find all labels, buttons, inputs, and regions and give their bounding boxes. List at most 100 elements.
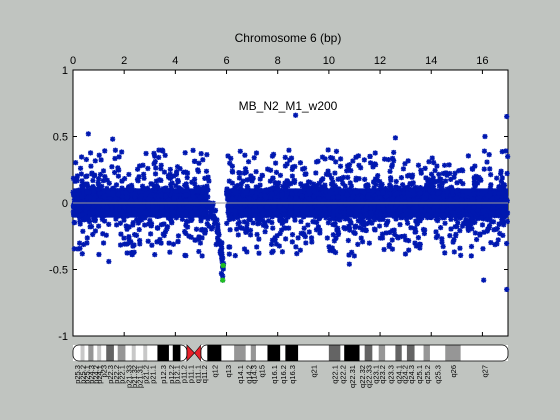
data-point	[176, 209, 182, 215]
data-point	[308, 235, 315, 241]
data-point	[141, 175, 147, 181]
data-point	[70, 204, 77, 210]
data-point	[337, 217, 343, 223]
data-point	[338, 156, 344, 162]
data-point	[244, 225, 250, 231]
data-point	[119, 193, 125, 200]
data-point	[289, 232, 296, 238]
data-point	[434, 163, 440, 169]
data-point	[463, 211, 469, 217]
data-point	[75, 246, 81, 252]
data-point	[434, 208, 440, 214]
data-point	[477, 232, 483, 238]
data-point	[160, 186, 166, 192]
data-point	[383, 193, 390, 199]
ideogram-band-label: q22.32	[358, 365, 367, 388]
data-point	[428, 210, 434, 216]
data-point	[98, 157, 104, 163]
data-point	[237, 148, 243, 154]
data-point	[361, 222, 367, 229]
ideogram-band	[221, 345, 235, 361]
data-point	[189, 179, 195, 185]
data-point	[401, 205, 408, 211]
data-point	[313, 191, 319, 197]
ideogram-band	[298, 345, 329, 361]
data-point	[182, 252, 188, 258]
data-point	[415, 235, 422, 241]
data-point	[434, 204, 440, 211]
data-point	[454, 188, 460, 195]
data-point	[240, 211, 246, 217]
data-point	[366, 240, 372, 246]
data-point	[83, 209, 89, 215]
x-tick-label: 6	[223, 55, 229, 67]
data-point	[299, 193, 305, 199]
ideogram-band	[88, 345, 94, 361]
data-point	[283, 217, 289, 223]
data-point	[190, 189, 196, 195]
data-point	[131, 210, 138, 216]
data-point	[433, 234, 439, 241]
data-point	[92, 158, 98, 164]
data-point	[145, 185, 151, 191]
data-point	[387, 195, 393, 201]
ideogram-band-label: p22.2	[112, 365, 121, 384]
data-point	[380, 216, 386, 222]
data-point	[413, 197, 419, 203]
data-point	[330, 215, 336, 221]
data-point	[436, 183, 442, 189]
data-point	[402, 199, 408, 205]
data-point	[136, 174, 142, 180]
data-point	[169, 210, 175, 216]
data-point	[479, 191, 485, 198]
x-tick-label: 10	[323, 55, 335, 67]
data-point	[240, 188, 246, 194]
data-point	[295, 235, 301, 241]
data-point	[129, 185, 135, 191]
data-point	[118, 199, 124, 205]
data-point	[226, 244, 232, 250]
data-point	[325, 168, 331, 174]
data-point	[76, 212, 82, 218]
data-point	[247, 176, 253, 182]
data-point	[499, 175, 505, 181]
data-point	[355, 201, 361, 207]
data-point	[353, 154, 359, 160]
y-tick-label: 0.5	[53, 132, 68, 144]
ideogram-band-label: p12.1	[173, 365, 182, 384]
data-point	[157, 236, 163, 243]
data-point	[184, 174, 190, 181]
data-point	[457, 178, 464, 185]
data-point	[183, 222, 189, 228]
data-point	[277, 203, 283, 210]
data-point	[279, 249, 286, 255]
data-point	[299, 166, 306, 172]
chart-title: Chromosome 6 (bp)	[235, 31, 342, 45]
data-point	[90, 231, 96, 238]
data-point	[178, 196, 184, 202]
data-point	[372, 150, 378, 156]
data-point	[224, 220, 230, 226]
data-point	[104, 185, 110, 192]
data-point	[204, 183, 210, 189]
data-point	[115, 173, 122, 179]
data-point	[295, 212, 302, 218]
data-point	[134, 166, 141, 172]
data-point	[283, 202, 289, 209]
data-point	[504, 198, 510, 204]
data-point	[363, 227, 369, 234]
data-point	[322, 205, 328, 212]
data-point	[71, 212, 77, 218]
data-point	[80, 212, 86, 218]
data-point	[137, 197, 143, 203]
data-point	[220, 266, 226, 272]
data-point	[341, 225, 347, 231]
data-point	[115, 191, 122, 197]
ideogram-band-labels: p25.3p25.2p25.1p24.3p24.2p24.1p23p22.3p2…	[73, 365, 489, 388]
data-point	[351, 229, 357, 236]
data-point	[493, 226, 499, 232]
data-point	[164, 211, 170, 218]
data-point	[340, 188, 346, 194]
data-point	[154, 213, 161, 220]
ideogram-band-label: p24.3	[87, 365, 96, 384]
